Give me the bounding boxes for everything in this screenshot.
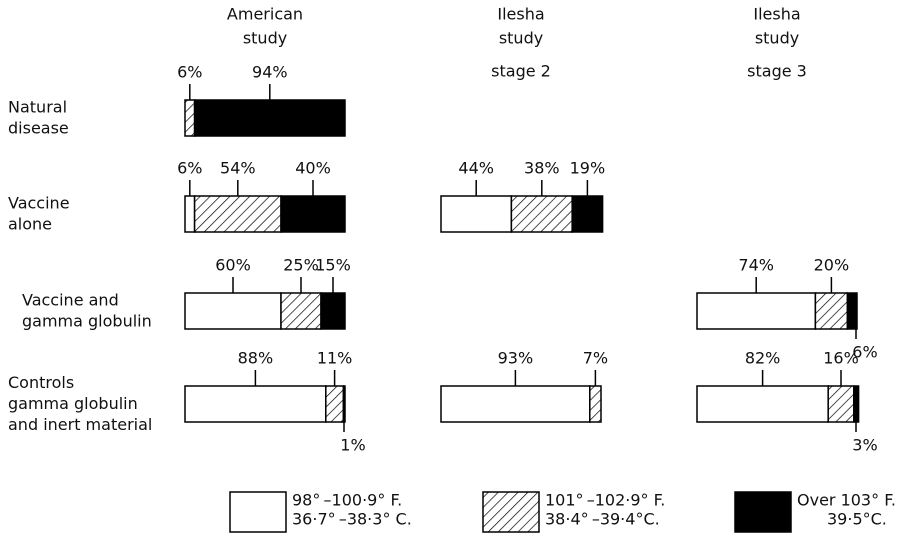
bar-segment (853, 385, 860, 423)
value-label: 6% (177, 159, 202, 178)
bar-segment (696, 385, 829, 423)
value-label: 38% (524, 159, 560, 178)
row-label: Vaccine alone (8, 193, 70, 233)
bar-segment (342, 385, 346, 423)
panel-title: Ilesha (753, 5, 800, 24)
panel-title: stage 2 (491, 62, 551, 81)
row-label-line: gamma globulin (22, 311, 152, 330)
value-label: 16% (823, 349, 859, 368)
value-label: 1% (340, 436, 365, 455)
bar-segment (440, 195, 513, 233)
panel-title: stage 3 (747, 62, 807, 81)
legend-label: 98° –100·9° F. (292, 491, 402, 510)
panel-title: American (227, 5, 303, 24)
bar-segment (571, 195, 604, 233)
panel-title: study (499, 29, 543, 48)
value-label: 82% (745, 349, 781, 368)
panel-title: study (243, 29, 287, 48)
bar-segment (846, 292, 858, 330)
legend-swatch (734, 491, 792, 533)
legend-label: 38·4° –39·4°C. (545, 510, 660, 529)
legend-label: 101° –102·9° F. (545, 491, 665, 510)
bar-segment (184, 292, 282, 330)
row-label-line: and inert material (8, 415, 152, 434)
value-label: 93% (498, 349, 534, 368)
row-label-line: disease (8, 118, 69, 137)
row-label-line: alone (8, 214, 52, 233)
row-label: Vaccine and gamma globulin (22, 290, 152, 330)
bar-segment (827, 385, 855, 423)
value-label: 54% (220, 159, 256, 178)
row-label-line: gamma globulin (8, 394, 138, 413)
bar-segment (184, 195, 196, 233)
value-label: 88% (238, 349, 274, 368)
value-label: 44% (458, 159, 494, 178)
bar-segment (589, 385, 602, 423)
legend-label: Over 103° F. (797, 491, 896, 510)
bar-segment (193, 99, 346, 137)
legend-label: 36·7° –38·3° C. (292, 510, 412, 529)
bar-segment (280, 292, 322, 330)
legend-swatch (482, 491, 540, 533)
value-label: 94% (252, 63, 288, 82)
bar-segment (696, 292, 817, 330)
row-label: Natural disease (8, 97, 69, 137)
panel-title: study (755, 29, 799, 48)
value-label: 74% (738, 256, 774, 275)
row-label-line: Controls (8, 373, 74, 392)
value-label: 60% (215, 256, 251, 275)
row-label-line: Vaccine and (22, 290, 119, 309)
bar-segment (510, 195, 573, 233)
bar-segment (184, 99, 196, 137)
legend-label: 39·5°C. (827, 510, 887, 529)
panel-title: Ilesha (497, 5, 544, 24)
bar-segment (325, 385, 345, 423)
value-label: 6% (852, 343, 877, 362)
row-label-line: Natural (8, 97, 67, 116)
value-label: 25% (283, 256, 319, 275)
value-label: 3% (852, 436, 877, 455)
bar-segment (184, 385, 327, 423)
value-label: 19% (570, 159, 606, 178)
row-label-line: Vaccine (8, 193, 70, 212)
value-label: 20% (814, 256, 850, 275)
value-label: 11% (317, 349, 353, 368)
bar-segment (320, 292, 346, 330)
value-label: 6% (177, 63, 202, 82)
legend-swatch (229, 491, 287, 533)
bar-segment (440, 385, 591, 423)
row-label: Controls gamma globulin and inert material (8, 373, 152, 434)
bar-segment (193, 195, 282, 233)
bar-segment (814, 292, 849, 330)
value-label: 40% (295, 159, 331, 178)
bar-segment (280, 195, 346, 233)
value-label: 7% (583, 349, 608, 368)
value-label: 15% (315, 256, 351, 275)
